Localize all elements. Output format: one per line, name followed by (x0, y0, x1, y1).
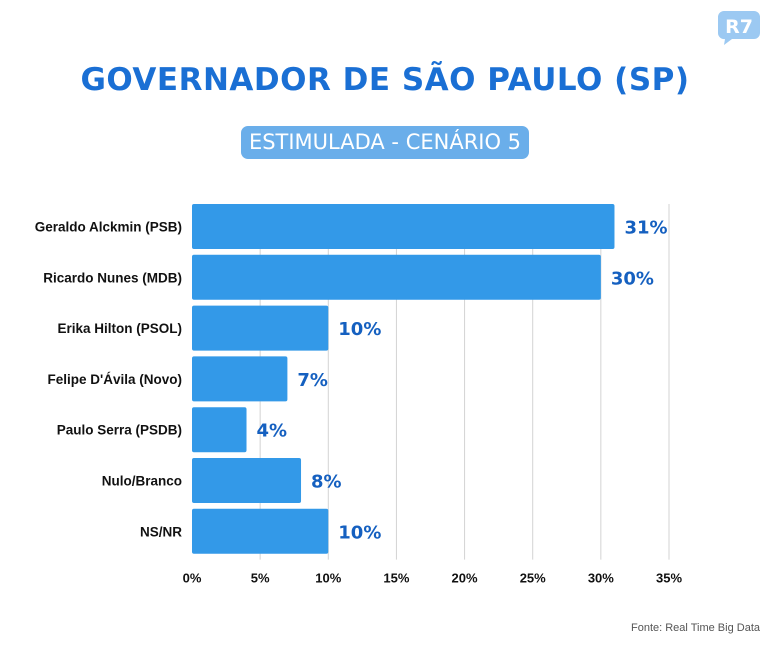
value-label: 31% (624, 218, 667, 239)
bar (192, 204, 615, 249)
x-tick-label: 15% (383, 571, 409, 586)
category-label: Paulo Serra (PSDB) (57, 423, 182, 438)
svg-text:R7: R7 (725, 16, 753, 38)
bar (192, 458, 302, 503)
source-note: Fonte: Real Time Big Data (630, 622, 760, 634)
category-label: Felipe D'Ávila (Novo) (48, 372, 182, 387)
value-label: 7% (297, 370, 328, 391)
x-tick-label: 0% (183, 571, 202, 586)
x-tick-label: 25% (520, 571, 546, 586)
bar-chart: Geraldo Alckmin (PSB) 31% Ricardo Nunes (M… (35, 204, 682, 586)
x-tick-label: 5% (251, 571, 270, 586)
x-tick-label: 30% (588, 571, 614, 586)
value-label: 10% (338, 522, 381, 543)
value-label: 10% (338, 319, 381, 340)
chart-title: GOVERNADOR DE SÃO PAULO (SP) (80, 62, 690, 98)
bar (192, 254, 601, 300)
bar (192, 508, 329, 554)
category-label: Erika Hilton (PSOL) (57, 321, 182, 336)
x-tick-label: 20% (452, 571, 478, 586)
category-label: NS/NR (140, 524, 182, 539)
r7-logo: R7 (717, 11, 760, 45)
category-label: Nulo/Branco (102, 474, 182, 489)
category-label: Ricardo Nunes (MDB) (43, 270, 182, 285)
bar (192, 356, 288, 402)
x-tick-label: 35% (656, 571, 682, 586)
bar (192, 407, 247, 453)
value-label: 8% (311, 472, 342, 493)
value-label: 30% (611, 268, 654, 289)
category-label: Geraldo Alckmin (PSB) (35, 220, 182, 235)
x-tick-label: 10% (315, 571, 341, 586)
chart-subtitle: ESTIMULADA - CENÁRIO 5 (240, 126, 530, 159)
value-label: 4% (257, 421, 288, 442)
bar (192, 305, 329, 351)
